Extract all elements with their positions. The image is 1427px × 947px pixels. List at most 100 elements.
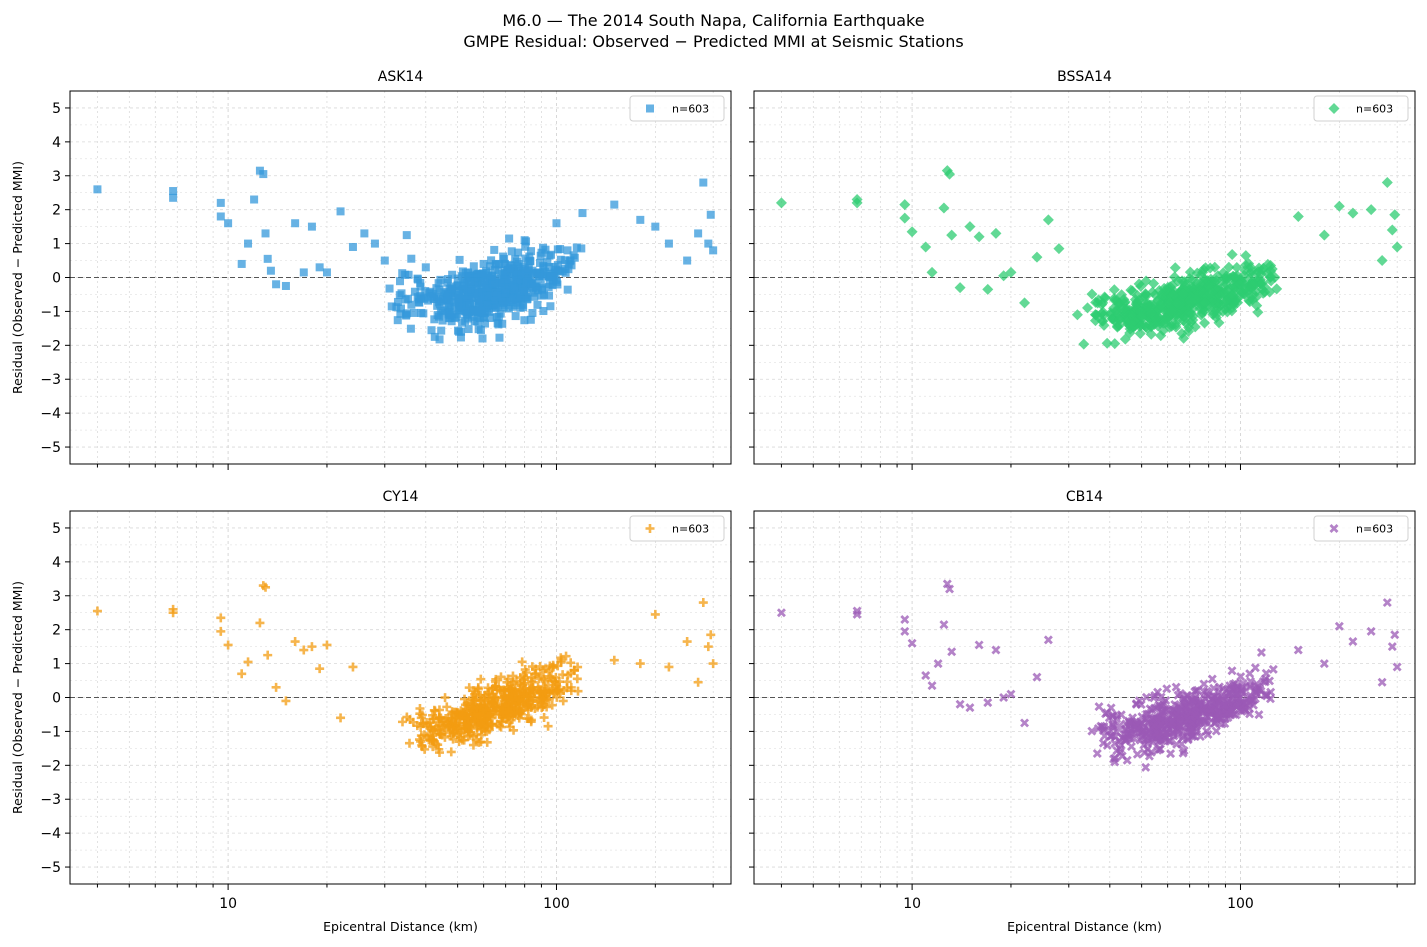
data-point [525,252,534,261]
data-points [93,166,718,344]
data-point [527,247,536,256]
data-point [899,199,911,211]
data-point [1228,680,1238,690]
data-point [421,263,430,272]
data-point [1078,338,1090,350]
data-point [537,694,547,704]
data-point [492,303,501,312]
data-point [472,703,482,713]
data-point [433,717,443,727]
data-point [1256,648,1266,658]
data-point [415,703,425,713]
data-point [610,200,619,209]
data-point [315,664,325,674]
data-point [538,285,547,294]
data-point [393,297,402,306]
data-point [1101,337,1113,349]
data-point [433,740,443,750]
data-point [1109,338,1121,350]
data-point [1387,642,1397,652]
data-point [1098,319,1110,331]
data-point [1171,297,1183,309]
data-point [259,170,268,179]
data-point [556,267,565,276]
data-point [1252,689,1262,699]
data-point [517,271,526,280]
data-point [1266,687,1276,697]
data-point [250,195,259,204]
data-point [1172,710,1182,720]
data-point [490,245,499,254]
data-point [1133,278,1145,290]
data-point [481,319,490,328]
data-point [1111,320,1123,332]
data-point [396,277,405,286]
data-point [1186,727,1196,737]
data-point [480,278,489,287]
panel-title: CB14 [1066,489,1103,505]
data-point [322,640,332,650]
data-point [435,729,445,739]
data-point [906,226,918,238]
data-point [1175,704,1185,714]
data-point [315,263,324,272]
data-point [457,327,466,336]
x-tick-label: 100 [1227,896,1254,912]
data-point [1381,177,1393,189]
data-point [1162,298,1174,310]
data-point [427,292,436,301]
data-point [1204,288,1216,300]
data-point [485,694,495,704]
data-point [455,294,464,303]
data-point [1185,296,1197,308]
data-point [237,669,247,679]
data-point [465,299,474,308]
data-point [512,687,522,697]
data-point [1334,621,1344,631]
data-point [1099,291,1111,303]
data-point [1177,288,1189,300]
data-point [1227,287,1239,299]
data-point [244,239,253,248]
data-point [473,683,483,693]
data-point [1120,724,1130,734]
legend-label: n=603 [1356,523,1393,536]
data-point [1389,209,1401,221]
data-point [558,696,568,706]
y-tick-label: 1 [52,237,61,253]
data-point [1245,681,1255,691]
data-point [543,721,553,731]
data-point [942,579,952,589]
data-point [291,219,300,228]
legend-box [629,515,725,542]
data-point [1158,282,1170,294]
data-point [999,693,1009,702]
panel-title: ASK14 [378,69,424,85]
data-point [505,234,514,243]
data-point [514,248,523,257]
data-point [437,296,446,305]
data-point [216,626,226,636]
data-point [1209,683,1219,693]
data-point [1129,733,1139,743]
data-point [635,659,645,669]
data-point [566,256,575,265]
data-point [510,301,519,310]
data-point [1020,718,1030,728]
data-point [526,315,535,324]
data-point [505,264,514,273]
data-points [92,581,718,758]
data-point [1223,261,1235,273]
data-point [566,658,576,668]
data-point [547,700,557,710]
data-point [1150,703,1160,713]
data-point [1213,317,1225,329]
data-point [1333,200,1345,212]
data-point [494,266,503,275]
data-point [533,300,542,309]
data-point [1231,261,1243,273]
data-point [578,209,587,218]
data-point [476,674,486,684]
data-point [1071,309,1083,321]
data-point [237,259,246,268]
